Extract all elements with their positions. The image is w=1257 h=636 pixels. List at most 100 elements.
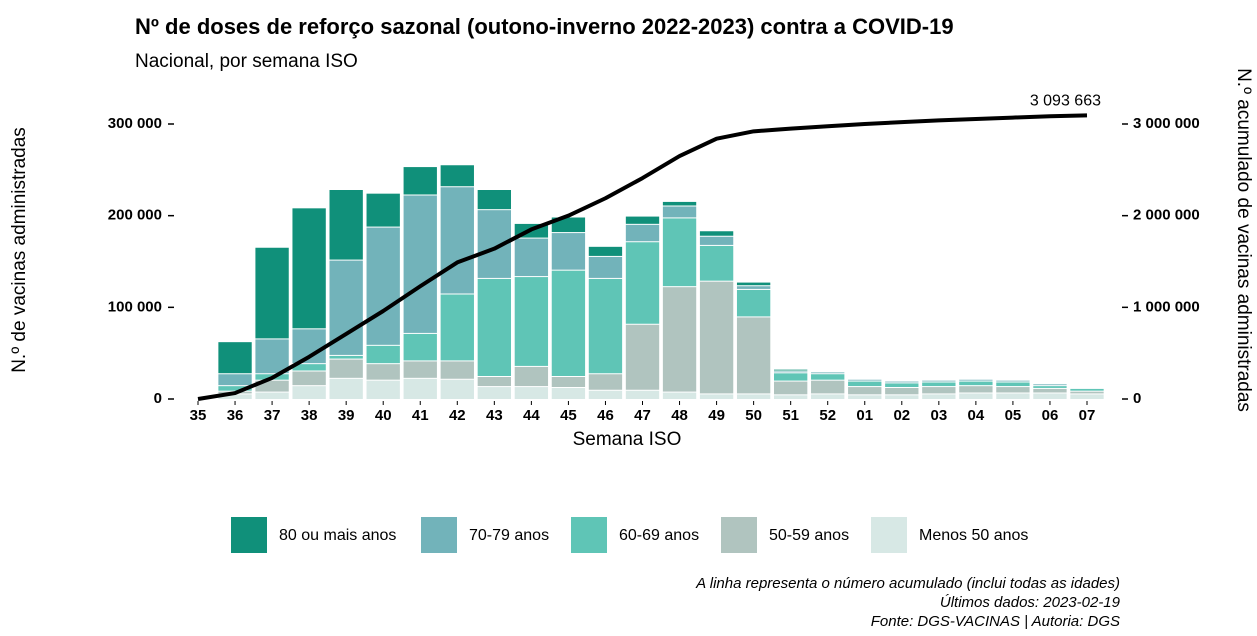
bar-segment [477, 377, 512, 387]
chart-title: Nº de doses de reforço sazonal (outono-i… [135, 14, 954, 39]
y-tick-label: 100 000 [108, 298, 162, 315]
bar-segment [403, 361, 437, 378]
legend-swatch [421, 517, 457, 553]
bar-segment [773, 369, 808, 371]
bar-segment [1070, 391, 1104, 394]
bar-segment [477, 387, 512, 399]
bar-segment [848, 381, 882, 387]
y-tick-label: 300 000 [108, 115, 162, 132]
cumulative-line [197, 113, 1088, 401]
legend-label: 80 ou mais anos [279, 527, 396, 544]
bar-segment [440, 361, 474, 379]
bar-segment [1033, 388, 1067, 393]
bar-segment [329, 355, 363, 359]
bar-segment [588, 278, 623, 374]
bar-segment [699, 231, 734, 236]
bar-segment [662, 287, 697, 392]
legend-swatch [231, 517, 267, 553]
bar-segment [996, 380, 1030, 382]
x-tick-label: 35 [190, 407, 207, 424]
bar-segment [403, 378, 437, 399]
bar-segment [885, 381, 919, 383]
x-tick-label: 02 [893, 407, 910, 424]
bar-segment [773, 381, 808, 395]
x-tick-label: 41 [412, 407, 429, 424]
bar-segment [1070, 388, 1104, 391]
bar-segment [811, 380, 845, 394]
bar-segment [773, 371, 808, 373]
bar-segment [662, 218, 697, 287]
bar-segment [1033, 393, 1067, 399]
bar-segment [736, 289, 771, 317]
bar-segment [1033, 386, 1067, 388]
bar-segment [736, 394, 771, 399]
x-axis-title: Semana ISO [573, 429, 682, 450]
bar-segment [885, 388, 919, 395]
bar-segment [440, 165, 474, 187]
bar-segment [848, 395, 882, 399]
bar-segment [588, 246, 623, 256]
legend-label: 50-59 anos [769, 527, 849, 544]
x-tick-label: 43 [486, 407, 503, 424]
bar-segment [811, 374, 845, 380]
x-tick-label: 05 [1005, 407, 1022, 424]
x-tick-label: 37 [264, 407, 281, 424]
bar-segment [218, 394, 252, 399]
bar-segment [1070, 394, 1104, 399]
bar-segment [699, 236, 734, 245]
bar-segment [292, 386, 326, 399]
x-tick-label: 50 [745, 407, 762, 424]
bar-segment [403, 333, 437, 361]
bar-segment [959, 386, 993, 393]
bar-segment [662, 392, 697, 399]
y2-tick-label: 0 [1133, 390, 1141, 407]
x-tick-label: 07 [1079, 407, 1096, 424]
bar-segment [1033, 384, 1067, 386]
y-axis-title: N.º de vacinas administradas [9, 127, 30, 373]
bar-segment [551, 388, 586, 399]
bar-segment [885, 395, 919, 399]
bar-segment [811, 394, 845, 399]
x-tick-label: 51 [782, 407, 799, 424]
x-tick-label: 46 [597, 407, 614, 424]
bar-segment [477, 278, 512, 376]
bar-segment [736, 317, 771, 394]
bar-segment [366, 364, 400, 380]
x-tick-label: 52 [819, 407, 836, 424]
bar-segment [699, 245, 734, 281]
bar-segment [218, 386, 252, 391]
bar-segment [255, 339, 289, 374]
bar-segment [329, 378, 363, 399]
note: Últimos dados: 2023-02-19 [940, 594, 1121, 611]
bar-segment [922, 380, 956, 382]
bar-segment [551, 233, 586, 270]
bar-segment [625, 324, 660, 390]
bar-segment [440, 187, 474, 294]
bar-segment [366, 193, 400, 227]
x-tick-label: 01 [856, 407, 873, 424]
legend-label: Menos 50 anos [919, 527, 1028, 544]
note: Fonte: DGS-VACINAS | Autoria: DGS [871, 613, 1120, 630]
bar-segment [514, 366, 549, 387]
bar-segment [551, 377, 586, 387]
bar-segment [366, 380, 400, 399]
y-tick-label: 200 000 [108, 207, 162, 224]
legend-label: 70-79 anos [469, 527, 549, 544]
bar-segment [292, 208, 326, 329]
x-tick-label: 38 [301, 407, 318, 424]
legend-swatch [571, 517, 607, 553]
bar-segment [366, 227, 400, 345]
bar-segment [736, 286, 771, 289]
bar-segment [996, 393, 1030, 399]
y2-tick-label: 2 000 000 [1133, 207, 1200, 224]
chart-subtitle: Nacional, por semana ISO [135, 51, 358, 72]
bar-segment [588, 374, 623, 390]
x-tick-label: 40 [375, 407, 392, 424]
bar-segment [959, 381, 993, 386]
bar-segment [922, 387, 956, 394]
legend-swatch [871, 517, 907, 553]
bar-segment [922, 382, 956, 387]
bar-segment [625, 216, 660, 224]
bar-segment [959, 393, 993, 399]
